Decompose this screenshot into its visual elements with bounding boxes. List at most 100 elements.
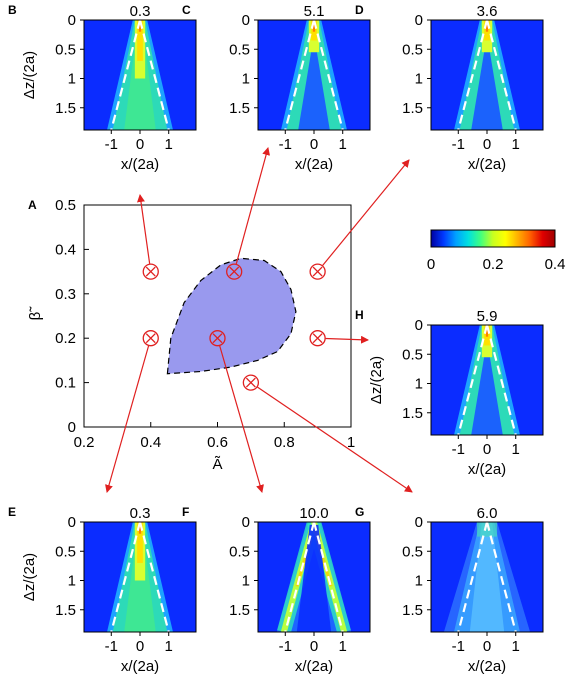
x-tick-label: 0.8 <box>274 434 295 451</box>
cone-guide-right <box>312 19 344 131</box>
panel-title: 5.1 <box>304 3 325 20</box>
panel-f: -1 0 1 0 0.5 1 1.5 x/(2a) 10.0 F <box>182 505 371 675</box>
marker-circle <box>309 330 326 347</box>
y-tick-label: 1.5 <box>55 602 76 619</box>
y-tick-label: 1 <box>415 573 423 590</box>
y-tick-label: 1 <box>68 573 76 590</box>
cone-guide-left <box>457 324 489 436</box>
y-tick-label: 1.5 <box>402 405 423 422</box>
marker-point-e <box>142 330 159 347</box>
x-axis-label: Ã <box>212 456 222 473</box>
x-axis-label: x/(2a) <box>121 658 159 675</box>
x-axis-label: x/(2a) <box>468 156 506 173</box>
heatmap-core <box>138 20 142 32</box>
x-tick-label: 0 <box>136 638 144 655</box>
panel-g: -1 0 1 0 0.5 1 1.5 x/(2a) 6.0 G <box>355 505 544 675</box>
heatmap-field <box>281 20 347 130</box>
panel-d: -1 0 1 0 0.5 1 1.5 x/(2a) 3.6 D <box>355 3 544 173</box>
x-tick-label: 0.4 <box>140 434 161 451</box>
panel-letter: E <box>8 505 16 519</box>
y-tick-label: 1 <box>68 71 76 88</box>
marker-cross <box>312 333 323 344</box>
x-tick-label: 1 <box>512 638 520 655</box>
connector-arrows <box>105 147 413 493</box>
heatmap-panels: -1 0 1 0 0.5 1 1.5 x/(2a) Δz/(2a) 0.3 B -1 0 1 0 0.5 1 1.… <box>8 3 544 675</box>
cone-guide-left <box>110 521 142 633</box>
panel-letter: C <box>182 3 191 17</box>
x-tick-label: -1 <box>452 638 465 655</box>
cone-guide-left <box>457 19 489 131</box>
heatmap-core <box>485 20 489 32</box>
marker-circle <box>209 330 226 347</box>
marker-cross <box>145 266 156 277</box>
heatmap-inner <box>296 524 332 632</box>
y-tick-label: 0.5 <box>55 41 76 58</box>
panel-title: 3.6 <box>477 3 498 20</box>
arrow-to-d <box>322 159 410 266</box>
marker-point-h <box>309 330 326 347</box>
cone-guide-right <box>138 521 170 633</box>
marker-circle <box>226 263 243 280</box>
heatmap-core <box>137 20 143 61</box>
x-tick-label: 0.6 <box>207 434 228 451</box>
y-tick-label: 0.2 <box>55 330 76 347</box>
x-tick-label: -1 <box>105 136 118 153</box>
panel-e: -1 0 1 0 0.5 1 1.5 x/(2a) Δz/(2a) 0.3 E <box>8 505 197 675</box>
panel-letter: F <box>182 505 189 519</box>
heatmap-core <box>137 522 143 563</box>
y-tick-label: 1 <box>242 71 250 88</box>
panel-letter: D <box>355 3 364 17</box>
x-tick-label: 1 <box>512 136 520 153</box>
y-tick-label: 1.5 <box>229 100 250 117</box>
x-tick-label: 1 <box>339 638 347 655</box>
y-tick-label: 1.5 <box>402 602 423 619</box>
y-axis-label: Δz/(2a) <box>21 553 38 601</box>
y-tick-label: 0 <box>415 12 423 29</box>
arrow-to-e <box>105 345 150 493</box>
cone-guide-left <box>284 19 316 131</box>
x-tick-label: 0 <box>483 441 491 458</box>
x-tick-label: 1 <box>165 638 173 655</box>
colorbar: 0 0.2 0.4 <box>427 229 565 273</box>
marker-circle <box>142 330 159 347</box>
heatmap-inner <box>471 52 503 130</box>
y-tick-label: 0.5 <box>55 197 76 214</box>
heatmap-core <box>485 325 489 337</box>
y-tick-label: 0.1 <box>55 375 76 392</box>
y-axis-label: Δz/(2a) <box>21 51 38 99</box>
panel-title: 5.9 <box>477 308 498 325</box>
heatmap-inner <box>298 52 330 130</box>
arrow-to-g <box>257 386 413 493</box>
colorbar-tick-label: 0 <box>427 256 435 273</box>
y-tick-label: 1.5 <box>229 602 250 619</box>
y-tick-label: 1.5 <box>402 100 423 117</box>
arrow-to-f <box>219 345 264 493</box>
x-axis-label: x/(2a) <box>468 658 506 675</box>
cone-guide-right <box>485 324 517 436</box>
panel-title: 0.3 <box>130 505 151 522</box>
y-tick-label: 1 <box>415 376 423 393</box>
y-tick-label: 0.4 <box>55 241 76 258</box>
y-tick-label: 0 <box>415 317 423 334</box>
arrow-to-c <box>235 147 271 265</box>
x-tick-label: -1 <box>279 136 292 153</box>
x-tick-label: 1 <box>347 434 355 451</box>
heatmap-inner <box>124 533 156 632</box>
y-tick-label: 0.5 <box>229 543 250 560</box>
marker-circle <box>142 263 159 280</box>
x-axis-label: x/(2a) <box>468 461 506 478</box>
y-tick-label: 0.5 <box>229 41 250 58</box>
heatmap-field <box>107 20 173 130</box>
y-axis-label: Δz/(2a) <box>368 356 385 404</box>
y-tick-label: 0 <box>242 514 250 531</box>
x-tick-label: 1 <box>165 136 173 153</box>
arrow-to-b <box>137 194 151 264</box>
y-tick-label: 1 <box>415 71 423 88</box>
marker-circle <box>242 374 260 391</box>
heatmap-core <box>476 522 498 537</box>
x-tick-label: -1 <box>452 441 465 458</box>
cone-guide-left <box>284 521 316 633</box>
panel-letter: H <box>355 308 364 322</box>
heatmap-field <box>107 522 173 632</box>
